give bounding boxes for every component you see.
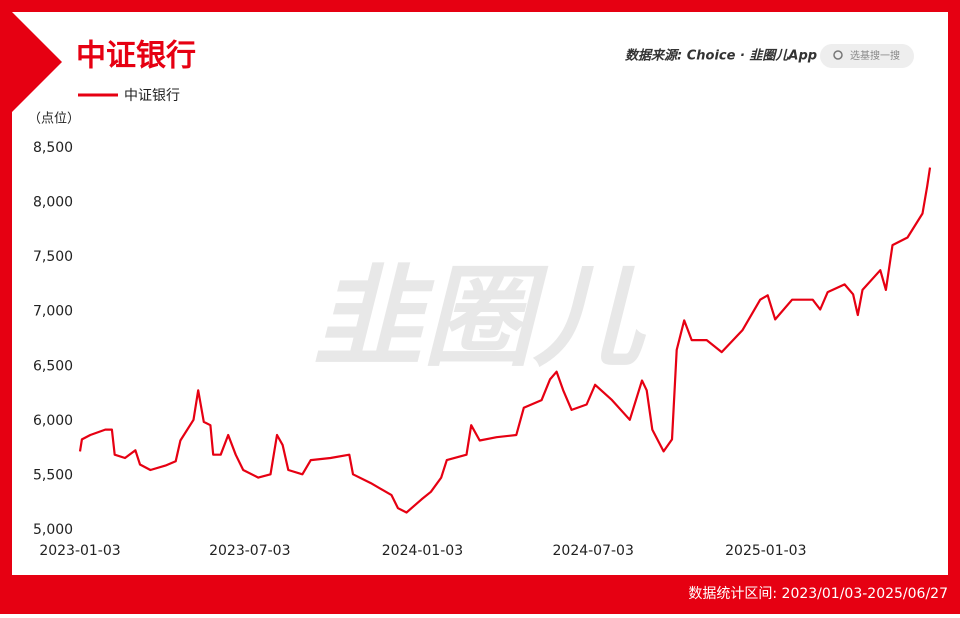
panel (12, 12, 948, 575)
source: 数据来源: Choice · 韭圈儿App (625, 48, 817, 64)
chart-title: 中证银行 (76, 39, 196, 74)
y-tick-label: 8,500 (33, 140, 73, 156)
y-tick-label: 5,500 (33, 467, 73, 483)
x-tick-label: 2024-01-03 (382, 543, 463, 559)
line-series (78, 167, 932, 514)
x-tick-label: 2023-07-03 (209, 543, 290, 559)
y-tick-label: 6,000 (33, 413, 73, 429)
x-tick-label: 2025-01-03 (725, 543, 806, 559)
x-tick-label: 2023-01-03 (39, 543, 120, 559)
y-tick-label: 5,000 (33, 522, 73, 538)
legend-label: 中证银行 (124, 88, 180, 104)
y-tick-label: 6,500 (33, 358, 73, 374)
y-tick-label: 7,000 (33, 304, 73, 320)
y-tick-label: 7,500 (33, 249, 73, 265)
search-icon (833, 50, 843, 60)
corner-mark (12, 12, 62, 112)
y-tick-label: 8,000 (33, 195, 73, 211)
watermark: 韭圈儿 (313, 253, 647, 381)
y-axis-label: （点位） (28, 112, 80, 127)
search-box[interactable] (820, 44, 914, 68)
search-placeholder: 选基搜一搜 (850, 49, 900, 62)
x-tick-label: 2024-07-03 (553, 543, 634, 559)
footer: 数据统计区间: 2023/01/03-2025/06/27 (688, 586, 948, 602)
